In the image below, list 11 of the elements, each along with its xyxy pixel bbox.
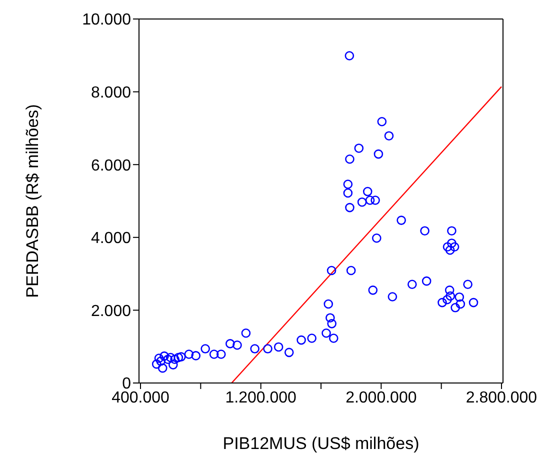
- y-tick-label: 2.000: [90, 302, 132, 320]
- x-axis-title: PIB12MUS (US$ milhões): [222, 434, 420, 453]
- y-tick-label: 8.000: [90, 84, 132, 102]
- y-tick-label: 4.000: [90, 230, 132, 248]
- x-tick-label: 1.200.000: [225, 389, 297, 406]
- x-tick-label: 2.800.000: [466, 389, 538, 406]
- y-tick-label: 10.000: [82, 12, 132, 29]
- x-tick-label: 2.000.000: [346, 389, 417, 406]
- y-axis-title: PERDASBB (R$ milhões): [23, 104, 42, 298]
- x-tick-label: 400.000: [112, 389, 170, 406]
- y-tick-label: 6.000: [90, 157, 132, 174]
